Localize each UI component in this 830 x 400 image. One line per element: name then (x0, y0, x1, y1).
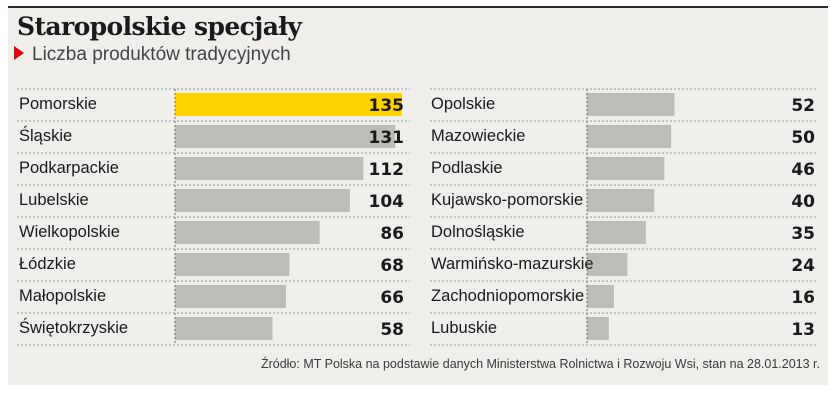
category-label: Lubelskie (19, 191, 89, 209)
bar (175, 317, 273, 340)
data-label: 58 (380, 320, 404, 340)
bar (587, 93, 675, 116)
bar (175, 221, 320, 244)
data-label: 131 (369, 128, 405, 148)
bar (587, 253, 628, 276)
chart-title: Staropolskie specjały (17, 12, 302, 41)
data-label: 35 (791, 224, 815, 244)
data-label: 66 (380, 288, 404, 308)
data-label: 40 (791, 192, 815, 212)
data-label: 86 (380, 224, 404, 244)
chart-subtitle: Liczba produktów tradycyjnych (14, 44, 291, 66)
category-label: Zachodniopomorskie (431, 287, 584, 305)
data-label: 50 (791, 128, 815, 148)
data-label: 13 (791, 320, 815, 340)
data-label: 104 (369, 192, 405, 212)
source-note: Źródło: MT Polska na podstawie danych Mi… (260, 357, 820, 371)
category-label: Śląskie (19, 126, 72, 145)
category-label: Dolnośląskie (431, 223, 525, 241)
bar (175, 125, 396, 148)
bar (175, 253, 290, 276)
bar (587, 189, 655, 212)
category-label: Warmińsko-mazurskie (431, 255, 594, 273)
category-label: Małopolskie (19, 287, 106, 305)
bar (175, 157, 364, 180)
category-label: Łódzkie (19, 255, 76, 273)
bar (587, 221, 646, 244)
category-label: Mazowieckie (431, 127, 525, 145)
chart-panel (8, 6, 828, 385)
bar (175, 189, 350, 212)
category-label: Pomorskie (19, 95, 97, 113)
category-label: Wielkopolskie (19, 223, 120, 241)
category-label: Lubuskie (431, 319, 497, 337)
data-label: 46 (791, 160, 815, 180)
category-label: Podlaskie (431, 159, 503, 177)
category-label: Kujawsko-pomorskie (431, 191, 583, 209)
bar (587, 157, 665, 180)
data-label: 52 (791, 96, 815, 116)
bar (175, 93, 402, 116)
category-label: Podkarpackie (19, 159, 119, 177)
data-label: 112 (369, 160, 405, 180)
data-label: 16 (791, 288, 815, 308)
bar (175, 285, 286, 308)
data-label: 24 (791, 256, 815, 276)
subtitle-text: Liczba produktów tradycyjnych (32, 44, 291, 65)
category-label: Świętokrzyskie (19, 318, 128, 337)
category-label: Opolskie (431, 95, 495, 113)
bar (587, 317, 609, 340)
bar (587, 125, 672, 148)
bar (587, 285, 614, 308)
data-label: 68 (380, 256, 404, 276)
triangle-bullet-icon (14, 46, 24, 60)
data-label: 135 (369, 96, 405, 116)
